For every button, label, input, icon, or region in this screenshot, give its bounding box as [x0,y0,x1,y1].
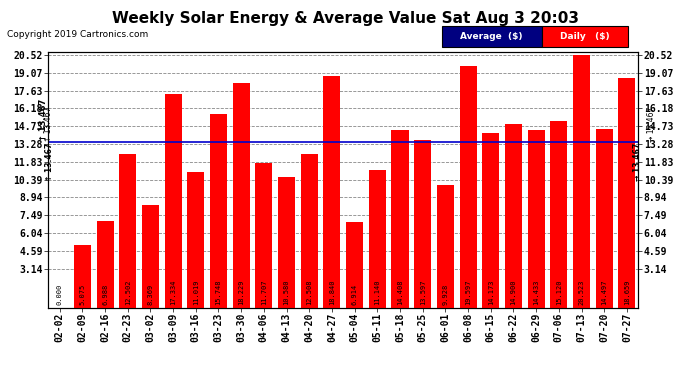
Bar [437,185,454,308]
Text: 10.580: 10.580 [284,279,290,305]
Bar [618,78,635,308]
Text: 18.659: 18.659 [624,279,630,305]
Text: 14.173: 14.173 [488,279,494,305]
Bar [505,124,522,308]
Bar [74,245,91,308]
Text: 12.508: 12.508 [306,279,313,305]
Bar [551,122,567,308]
Bar [278,177,295,308]
Bar [391,130,408,308]
Text: 14.433: 14.433 [533,279,539,305]
Text: 15.748: 15.748 [215,279,221,305]
Text: ↑ 13.467: ↑ 13.467 [45,143,54,181]
Text: 6.914: 6.914 [352,284,357,305]
Bar [368,170,386,308]
Bar [255,164,273,308]
Text: 20.523: 20.523 [578,279,584,305]
Text: Average  ($): Average ($) [460,32,522,41]
Text: 11.019: 11.019 [193,279,199,305]
Bar [301,154,318,308]
Bar [460,66,477,308]
Text: 6.988: 6.988 [102,284,108,305]
Bar [324,76,340,307]
Text: 0.000: 0.000 [57,284,63,305]
Bar [414,140,431,308]
Bar [165,94,181,308]
Text: 13.597: 13.597 [420,279,426,305]
Bar [97,222,114,308]
Text: 17.334: 17.334 [170,279,176,305]
Text: → 13.467: → 13.467 [647,106,656,142]
Bar [573,55,590,308]
Text: ↑ 13.467: ↑ 13.467 [43,106,53,142]
Text: 5.075: 5.075 [79,284,86,305]
Bar [210,114,227,308]
Text: Copyright 2019 Cartronics.com: Copyright 2019 Cartronics.com [7,30,148,39]
Bar [346,222,363,308]
Text: 14.900: 14.900 [511,279,516,305]
Text: 18.229: 18.229 [238,279,244,305]
Text: 18.840: 18.840 [329,279,335,305]
Text: 9.928: 9.928 [442,284,448,305]
Text: ↑ 13.467: ↑ 13.467 [39,99,48,141]
Bar [482,133,500,308]
Text: → 13.467: → 13.467 [633,143,642,181]
Text: 11.140: 11.140 [374,279,380,305]
Text: 19.597: 19.597 [465,279,471,305]
Bar [187,172,204,308]
Text: 8.369: 8.369 [148,284,153,305]
Bar [142,204,159,308]
Text: 11.707: 11.707 [261,279,267,305]
Text: Daily   ($): Daily ($) [560,32,609,41]
Bar [233,83,250,308]
Bar [119,154,136,308]
Text: 14.497: 14.497 [601,279,607,305]
Text: 15.120: 15.120 [556,279,562,305]
Text: 12.502: 12.502 [125,279,130,305]
Bar [595,129,613,308]
Bar [528,130,544,308]
Text: Weekly Solar Energy & Average Value Sat Aug 3 20:03: Weekly Solar Energy & Average Value Sat … [112,11,578,26]
Text: 14.408: 14.408 [397,279,403,305]
